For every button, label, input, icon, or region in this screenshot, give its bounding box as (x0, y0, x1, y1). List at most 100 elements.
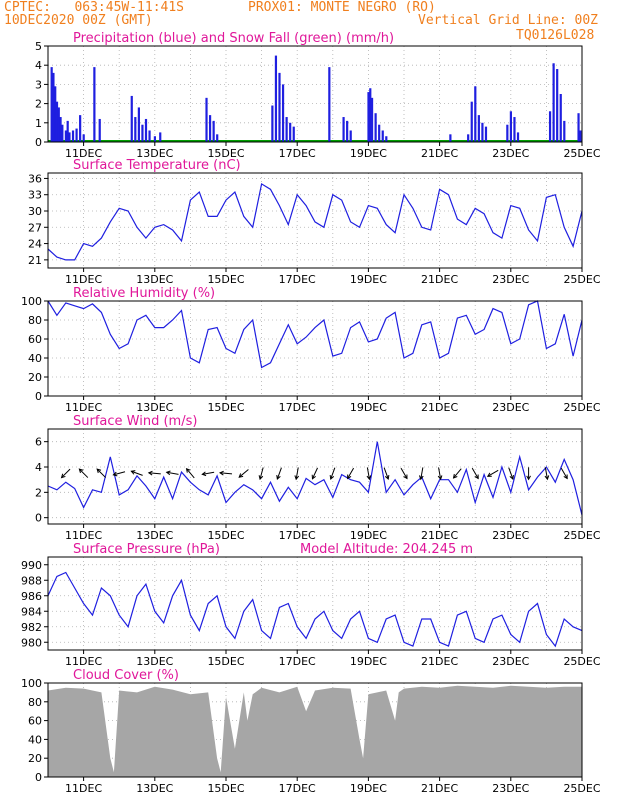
y-tick-label: 0 (35, 136, 42, 149)
y-tick-label: 27 (28, 221, 42, 234)
x-tick-label: 15DEC (207, 529, 244, 542)
y-tick-label: 5 (35, 40, 42, 53)
panel-frame (47, 300, 583, 397)
precip-bar (52, 72, 55, 142)
x-tick-label: 13DEC (136, 401, 173, 414)
x-tick-label: 23DEC (492, 401, 529, 414)
x-tick-label: 11DEC (65, 401, 102, 414)
rh-series-line (47, 300, 583, 369)
precip-bar (271, 105, 274, 142)
header-left-line1: CPTEC: 063:45W-11:41S (4, 0, 185, 15)
precip-bar (159, 132, 162, 142)
y-tick-label: 30 (28, 205, 42, 218)
precip-bar (346, 120, 349, 142)
y-tick-label: 24 (28, 238, 42, 251)
wind-arrow-head (452, 473, 458, 479)
wind-arrow (487, 469, 499, 477)
panel-precip: Precipitation (blue) and Snow Fall (gree… (35, 31, 601, 160)
y-tick-label: 982 (21, 621, 42, 634)
wind-arrow (259, 467, 264, 480)
wind-arrow (438, 467, 442, 480)
temp-series-line (47, 182, 583, 261)
wind-arrow-head (96, 468, 102, 474)
wind-arrow-head (294, 475, 300, 481)
precip-bar (328, 67, 331, 142)
wind-arrow (113, 471, 126, 476)
wind-arrow-head (218, 470, 224, 476)
precip-bar (506, 124, 509, 142)
precip-bar (82, 134, 85, 142)
wind-arrow-head (486, 472, 492, 477)
wind-arrow-head (276, 474, 281, 480)
wind-arrow (148, 472, 161, 475)
wind-arrow-head (258, 475, 264, 481)
wind-arrow (96, 468, 106, 478)
x-tick-label: 23DEC (492, 273, 529, 286)
panel-title: Precipitation (blue) and Snow Fall (gree… (73, 31, 394, 46)
wind-arrow (347, 467, 355, 479)
wind-arrow-head (437, 475, 443, 481)
wind-arrow-head (403, 474, 408, 480)
x-tick-label: 23DEC (492, 529, 529, 542)
wind-arrow-head (112, 471, 118, 477)
y-tick-label: 20 (28, 752, 42, 765)
x-tick-label: 23DEC (492, 782, 529, 795)
y-tick-label: 20 (28, 371, 42, 384)
wind-arrow (295, 467, 299, 480)
precip-bar (59, 117, 62, 142)
y-tick-label: 40 (28, 352, 42, 365)
precip-bar (385, 136, 388, 142)
panel-frame (47, 172, 583, 269)
panel-cloud: Cloud Cover (%) 0 20 40 60 80 100 11DEC 13DEC 15D… (21, 668, 601, 795)
precip-bar (381, 130, 384, 142)
precip-bar (370, 97, 374, 142)
precip-bar (484, 126, 488, 142)
wind-arrow-head (147, 470, 153, 476)
x-tick-label: 13DEC (136, 529, 173, 542)
panel-pressure: Surface Pressure (hPa) Model Altitude: 20… (21, 542, 601, 668)
y-tick-label: 980 (21, 636, 42, 649)
x-tick-label: 19DEC (350, 655, 387, 668)
x-tick-label: 25DEC (563, 655, 600, 668)
x-tick-label: 11DEC (65, 147, 102, 160)
x-tick-label: 21DEC (421, 273, 458, 286)
precip-bar (212, 120, 215, 142)
wind-arrow-head (544, 475, 550, 481)
precip-bar (57, 107, 60, 142)
precip-bar (559, 94, 562, 142)
x-tick-label: 11DEC (65, 273, 102, 286)
x-tick-label: 11DEC (65, 782, 102, 795)
x-tick-label: 13DEC (136, 147, 173, 160)
x-tick-label: 15DEC (207, 401, 244, 414)
x-tick-label: 23DEC (492, 147, 529, 160)
panel-rh: Relative Humidity (%) 0 20 40 60 80 100 11DEC 13… (21, 286, 601, 414)
panel-title: Surface Temperature (nC) (73, 158, 241, 173)
precip-bar (374, 113, 377, 142)
precip-bar (141, 124, 144, 142)
cloud-area (48, 685, 582, 777)
precip-bar (68, 132, 71, 142)
wind-arrow (219, 472, 233, 475)
x-tick-label: 11DEC (65, 529, 102, 542)
panel-title: Relative Humidity (%) (73, 286, 215, 301)
precip-bar (61, 124, 64, 142)
y-tick-label: 6 (35, 436, 42, 449)
precip-bar (477, 115, 480, 142)
precip-bar (153, 136, 156, 142)
x-tick-label: 17DEC (279, 655, 316, 668)
precip-bar (79, 115, 82, 142)
panel-temp: Surface Temperature (nC) 21 24 27 30 33 36 11DE… (28, 158, 601, 286)
precip-bar (281, 84, 285, 142)
y-tick-label: 990 (21, 559, 42, 572)
y-tick-label: 100 (21, 295, 42, 308)
x-tick-label: 25DEC (563, 273, 600, 286)
precip-bar (378, 124, 381, 142)
x-tick-label: 19DEC (350, 529, 387, 542)
precip-bar (509, 111, 512, 142)
x-tick-label: 13DEC (136, 782, 173, 795)
precip-bar (93, 67, 96, 142)
panel-frame (47, 556, 583, 651)
wind-arrow-head (201, 471, 207, 477)
x-tick-label: 17DEC (279, 782, 316, 795)
